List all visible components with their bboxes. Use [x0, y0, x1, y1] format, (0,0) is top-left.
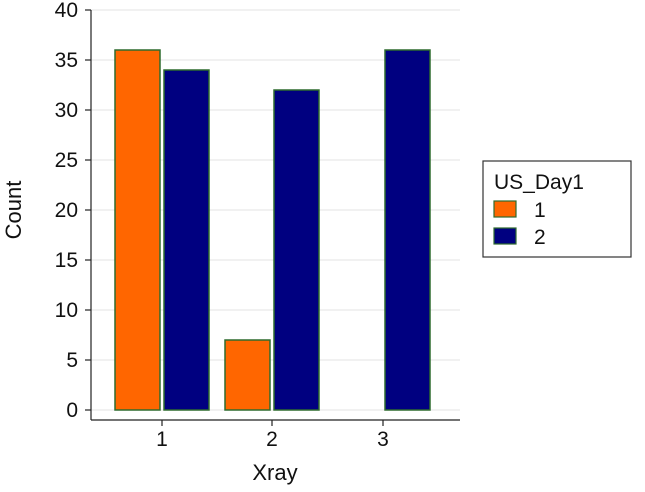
y-tick-label: 20: [55, 199, 78, 222]
legend-title: US_Day1: [494, 171, 584, 194]
y-axis-title: Count: [1, 181, 26, 240]
legend-label-2: 2: [534, 226, 546, 249]
axes: 0 5 10 15 20 25 30 35 40 1 2 3: [55, 0, 460, 451]
legend-swatch-1: [493, 200, 517, 218]
x-tick-label: 1: [156, 428, 168, 451]
bar-series-2-category-2: [273, 89, 320, 411]
y-tick-label: 35: [55, 49, 78, 72]
legend-swatch-2: [493, 227, 517, 245]
bar-series-1-category-2: [224, 339, 271, 411]
bar-series-2-category-1: [163, 69, 210, 411]
legend-label-1: 1: [534, 199, 546, 222]
x-tick-label: 3: [377, 428, 389, 451]
y-tick-label: 5: [66, 349, 78, 372]
y-tick-label: 0: [66, 399, 78, 422]
x-axis-title: Xray: [252, 460, 297, 485]
legend-entries: 12: [493, 199, 546, 249]
y-tick-label: 15: [55, 249, 78, 272]
y-tick-label: 25: [55, 149, 78, 172]
bar-series-1-category-1: [114, 49, 161, 411]
y-tick-label: 10: [55, 299, 78, 322]
legend: US_Day1 12: [482, 160, 632, 258]
bars: [114, 49, 431, 411]
y-tick-label: 40: [55, 0, 78, 22]
y-tick-label: 30: [55, 99, 78, 122]
x-tick-label: 2: [266, 428, 278, 451]
bar-series-2-category-3: [384, 49, 431, 411]
